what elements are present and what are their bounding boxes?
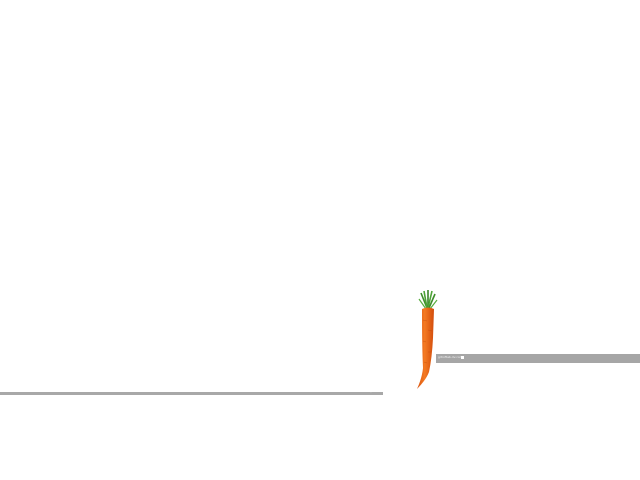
carrot-leaves: [418, 290, 438, 310]
carrot-body: [417, 307, 434, 389]
left-bar-label: ...: [370, 392, 372, 394]
right-info-bar: gitroftab.dv.com: [436, 354, 640, 363]
carrot-icon: [417, 290, 438, 389]
right-bar-marker-icon: [461, 356, 464, 359]
left-progress-bar: [0, 392, 383, 395]
right-bar-text: gitroftab.dv.com: [438, 355, 463, 359]
